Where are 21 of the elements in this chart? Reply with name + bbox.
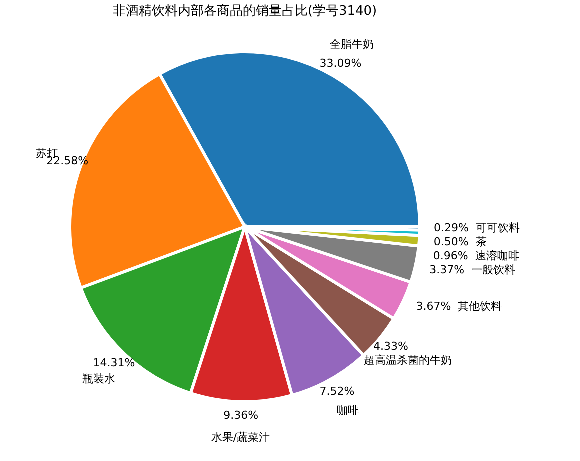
data-label: 9.36% (224, 408, 259, 422)
data-label: 0.96% (433, 250, 468, 263)
data-label: 7.52% (320, 384, 355, 398)
chart-title: 非酒精饮料内部各商品的销量占比(学号3140) (112, 4, 378, 19)
data-label: 14.31% (93, 356, 136, 370)
slice-label: 超高温杀菌的牛奶 (364, 354, 452, 368)
data-label: 33.09% (320, 57, 362, 70)
slice-label: 可可饮料 (476, 222, 520, 235)
data-label: 4.33% (373, 340, 408, 354)
data-label: 3.67% (416, 300, 452, 314)
slice-label: 咖啡 (337, 404, 359, 418)
slice-label: 速溶咖啡 (475, 250, 520, 263)
data-label: 0.29% (434, 222, 469, 235)
slice-label: 茶 (476, 236, 487, 249)
slice-label: 全脂牛奶 (330, 38, 374, 52)
slice-label: 瓶装水 (82, 372, 116, 386)
data-label: 0.50% (434, 236, 469, 249)
slice-label: 其他饮料 (458, 300, 502, 314)
data-label: 3.37% (430, 264, 465, 277)
slice-label: 一般饮料 (472, 264, 516, 277)
slice-label: 水果/蔬菜汁 (211, 430, 270, 444)
